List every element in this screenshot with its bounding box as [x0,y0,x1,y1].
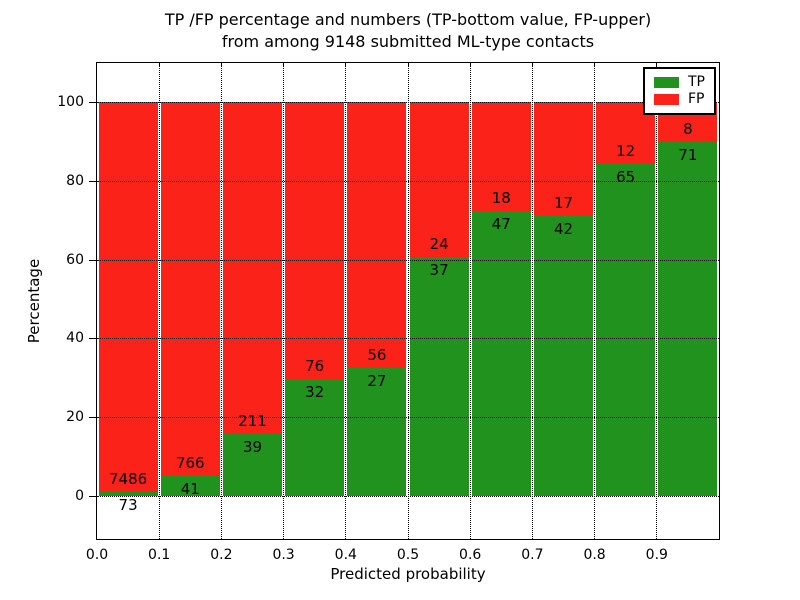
y-tick-label: 60 [66,251,84,268]
x-tick-mark-top [345,63,347,67]
tp-count-label: 32 [305,383,325,402]
gridline-horizontal [97,338,719,340]
tp-bar-segment [285,379,345,496]
fp-count-label: 24 [429,235,449,254]
tp-count-label: 71 [678,146,698,165]
tp-count-label: 42 [553,219,574,238]
fp-bar-segment [285,102,345,380]
gridline-horizontal [97,102,719,104]
tp-bar-segment [160,475,220,496]
fp-bar-segment [533,102,594,216]
fp-count-label: 76 [305,357,325,376]
fp-count-label: 766 [175,453,205,472]
x-tick-label: 0.9 [645,547,668,563]
x-tick-label: 0.5 [396,547,420,563]
tp-count-label: 73 [118,495,138,514]
y-tick-mark [89,338,96,340]
gridline-vertical [158,63,160,539]
y-tick-mark [89,417,96,419]
y-tick-mark [89,102,96,104]
x-tick-label: 0.6 [459,547,482,563]
x-tick-mark-top [283,63,285,67]
x-tick-label: 0.4 [334,547,357,563]
gridline-horizontal [97,495,719,497]
gridline-vertical [345,63,347,539]
y-tick-label: 20 [66,409,84,426]
fp-count-label: 18 [491,189,511,208]
fp-count-label: 211 [238,412,267,431]
y-tick-label: 40 [66,330,84,347]
gridline-horizontal [97,417,719,419]
fp-count-label: 7486 [109,469,148,488]
gridline-vertical [283,63,285,539]
x-tick-label: 0.0 [85,547,109,563]
fp-bar-segment [409,102,469,258]
chart-title-line1: TP /FP percentage and numbers (TP-bottom… [164,10,652,29]
tp-bar-segment [98,491,158,496]
tp-count-label: 47 [491,215,511,234]
gridline-vertical [469,63,471,539]
legend-entry-fp: FP [654,91,705,108]
x-tick-label: 0.7 [521,547,544,563]
gridline-vertical [407,63,409,539]
y-tick-label: 0 [75,487,84,504]
fp-count-label: 8 [683,120,693,139]
tp-bar-segment [347,367,407,496]
fp-count-label: 12 [616,141,636,160]
chart-title: TP /FP percentage and numbers (TP-bottom… [96,9,720,53]
x-tick-mark-top [469,63,471,67]
y-tick-mark [89,259,96,261]
gridline-horizontal [97,181,719,183]
x-axis-label: Predicted probability [330,565,486,583]
x-tick-label: 0.8 [583,547,606,563]
x-tick-mark-top [531,63,533,67]
chart-title-line2: from among 9148 submitted ML-type contac… [221,32,595,51]
legend: TP FP [643,67,716,115]
tp-count-label: 41 [180,479,200,498]
fp-color-swatch-icon [654,94,679,105]
y-tick-mark [89,495,96,497]
fp-count-label: 56 [367,345,387,364]
gridline-vertical [594,63,596,539]
tp-bar-segment [409,257,469,496]
tp-count-label: 37 [429,261,449,280]
x-tick-mark-top [594,63,596,67]
tp-count-label: 39 [242,438,263,457]
plot-area: TP FP 7486 73 766 41 211 39 76 32 56 27 24 37 18 47 17… [96,62,720,540]
y-tick-label: 100 [57,94,84,111]
tp-count-label: 27 [367,371,387,390]
legend-label-tp: TP [688,74,705,90]
gridline-vertical [220,63,222,539]
y-axis-label: Percentage [25,258,43,344]
tp-color-swatch-icon [654,77,679,88]
fp-bar-segment [222,102,283,435]
gridline-vertical [656,63,658,539]
y-tick-label: 80 [66,173,84,190]
tp-bar-segment [533,215,594,496]
legend-label-fp: FP [688,91,705,107]
x-tick-mark-top [220,63,222,67]
x-tick-mark-top [158,63,160,67]
fp-bar-segment [160,102,220,476]
x-tick-mark-top [656,63,658,67]
tp-bar-segment [596,163,656,496]
gridline-horizontal [97,259,719,261]
fp-bar-segment [98,102,158,492]
fp-count-label: 17 [553,193,574,212]
x-tick-label: 0.2 [210,547,233,563]
x-tick-label: 0.3 [272,547,295,563]
tp-bar-segment [471,211,531,496]
tp-count-label: 65 [616,167,636,186]
x-tick-label: 0.1 [148,547,171,563]
fp-bar-segment [471,102,531,212]
x-tick-mark-top [407,63,409,67]
legend-entry-tp: TP [654,74,705,91]
gridline-vertical [531,63,533,539]
tp-bar-segment [222,434,283,496]
y-tick-mark [89,181,96,183]
fp-bar-segment [347,102,407,368]
tp-bar-segment [658,142,718,496]
